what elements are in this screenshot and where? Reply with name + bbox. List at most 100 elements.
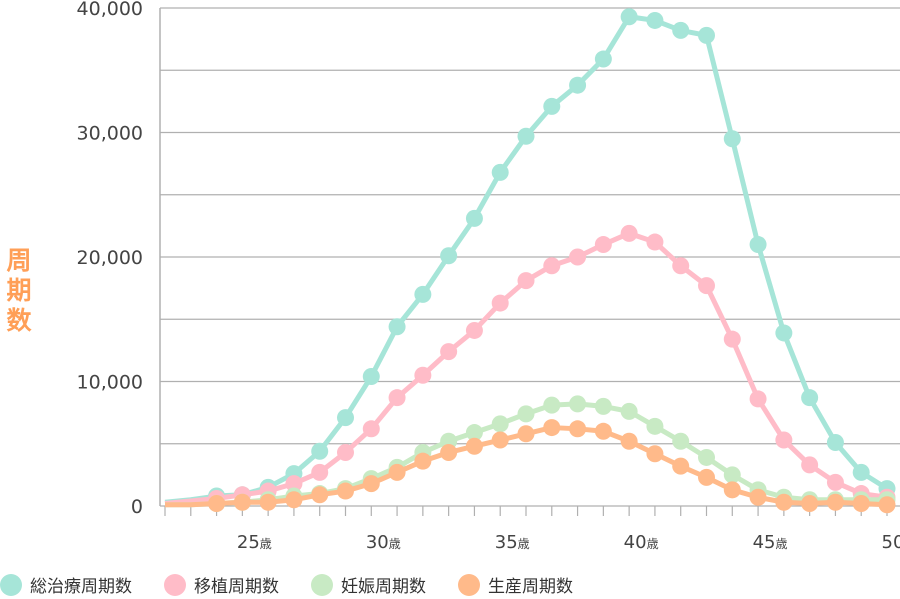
data-point bbox=[388, 463, 406, 481]
x-tick-label: 50歳 bbox=[882, 532, 900, 553]
data-point bbox=[594, 50, 612, 68]
data-point bbox=[672, 21, 690, 39]
data-point bbox=[517, 425, 535, 443]
data-point bbox=[440, 343, 458, 361]
data-point bbox=[285, 491, 303, 509]
y-tick-label: 20,000 bbox=[77, 247, 143, 269]
data-point bbox=[723, 130, 741, 148]
data-point bbox=[362, 420, 380, 438]
data-point bbox=[285, 475, 303, 493]
data-point bbox=[801, 389, 819, 407]
data-point bbox=[465, 321, 483, 339]
data-point bbox=[749, 390, 767, 408]
data-point bbox=[826, 493, 844, 511]
data-point bbox=[517, 272, 535, 290]
data-point bbox=[749, 236, 767, 254]
data-point bbox=[672, 257, 690, 275]
data-point bbox=[620, 8, 638, 26]
data-point bbox=[414, 452, 432, 470]
data-point bbox=[801, 456, 819, 474]
data-point bbox=[569, 248, 587, 266]
legend: 総治療周期数 移植周期数 妊娠周期数 生産周期数 bbox=[0, 572, 605, 597]
data-point bbox=[620, 224, 638, 242]
data-point bbox=[620, 432, 638, 450]
data-point bbox=[646, 417, 664, 435]
legend-swatch bbox=[458, 573, 480, 596]
data-point bbox=[543, 396, 561, 414]
legend-swatch bbox=[164, 573, 186, 596]
legend-item-transfer: 移植周期数 bbox=[164, 572, 279, 597]
y-tick-label: 10,000 bbox=[77, 372, 143, 394]
data-point bbox=[646, 11, 664, 29]
data-point bbox=[311, 486, 329, 504]
legend-label: 妊娠周期数 bbox=[341, 577, 426, 597]
data-point bbox=[569, 395, 587, 413]
y-tick-label: 30,000 bbox=[77, 123, 143, 145]
y-tick-label: 40,000 bbox=[77, 0, 143, 20]
legend-label: 総治療周期数 bbox=[30, 577, 132, 597]
data-point bbox=[775, 324, 793, 342]
data-point bbox=[543, 419, 561, 437]
data-point bbox=[852, 495, 870, 513]
legend-label: 生産周期数 bbox=[488, 577, 573, 597]
x-tick-label: 30歳 bbox=[366, 532, 401, 553]
data-point bbox=[698, 277, 715, 295]
data-point bbox=[491, 415, 509, 433]
data-point bbox=[775, 493, 793, 511]
data-point bbox=[569, 420, 587, 438]
x-tick-label: 45歳 bbox=[753, 532, 788, 553]
legend-item-pregnancy: 妊娠周期数 bbox=[311, 572, 426, 597]
data-point bbox=[233, 493, 251, 511]
data-point bbox=[491, 294, 509, 312]
data-point bbox=[594, 422, 612, 440]
data-point bbox=[775, 431, 793, 449]
legend-item-total: 総治療周期数 bbox=[0, 572, 132, 597]
data-point bbox=[311, 442, 329, 460]
data-point bbox=[414, 366, 432, 384]
data-point bbox=[440, 247, 458, 265]
data-point bbox=[723, 481, 741, 499]
x-tick-label: 35歳 bbox=[495, 532, 530, 553]
data-point bbox=[723, 330, 741, 348]
data-point bbox=[801, 495, 819, 513]
data-point bbox=[362, 475, 380, 493]
data-point bbox=[337, 482, 354, 500]
data-point bbox=[646, 233, 664, 251]
data-point bbox=[646, 445, 664, 463]
legend-swatch bbox=[0, 573, 22, 596]
data-point bbox=[852, 463, 870, 481]
data-point bbox=[388, 318, 406, 336]
legend-item-birth: 生産周期数 bbox=[458, 572, 573, 597]
data-point bbox=[698, 468, 715, 486]
data-point bbox=[362, 368, 380, 386]
data-point bbox=[543, 257, 561, 275]
data-point bbox=[337, 443, 354, 461]
x-tick-label: 40歳 bbox=[624, 532, 659, 553]
data-point bbox=[414, 285, 432, 303]
data-point bbox=[878, 496, 896, 514]
data-point bbox=[672, 457, 690, 475]
data-point bbox=[465, 424, 483, 442]
y-tick-label: 0 bbox=[131, 496, 143, 518]
data-point bbox=[826, 434, 844, 452]
data-point bbox=[569, 76, 587, 94]
x-tick-label: 25歳 bbox=[237, 532, 272, 553]
legend-label: 移植周期数 bbox=[194, 577, 279, 597]
data-point bbox=[543, 97, 561, 115]
data-point bbox=[208, 495, 226, 513]
data-point bbox=[723, 466, 741, 484]
data-point bbox=[388, 389, 406, 407]
data-point bbox=[465, 437, 483, 455]
data-point bbox=[620, 402, 638, 420]
data-point bbox=[517, 127, 535, 145]
data-point bbox=[491, 431, 509, 449]
data-point bbox=[337, 409, 354, 427]
data-point bbox=[311, 463, 329, 481]
data-point bbox=[826, 473, 844, 491]
data-point bbox=[594, 236, 612, 254]
data-point bbox=[440, 443, 458, 461]
legend-swatch bbox=[311, 573, 333, 596]
y-axis-label: 周期数 bbox=[6, 246, 32, 335]
data-point bbox=[749, 488, 767, 506]
